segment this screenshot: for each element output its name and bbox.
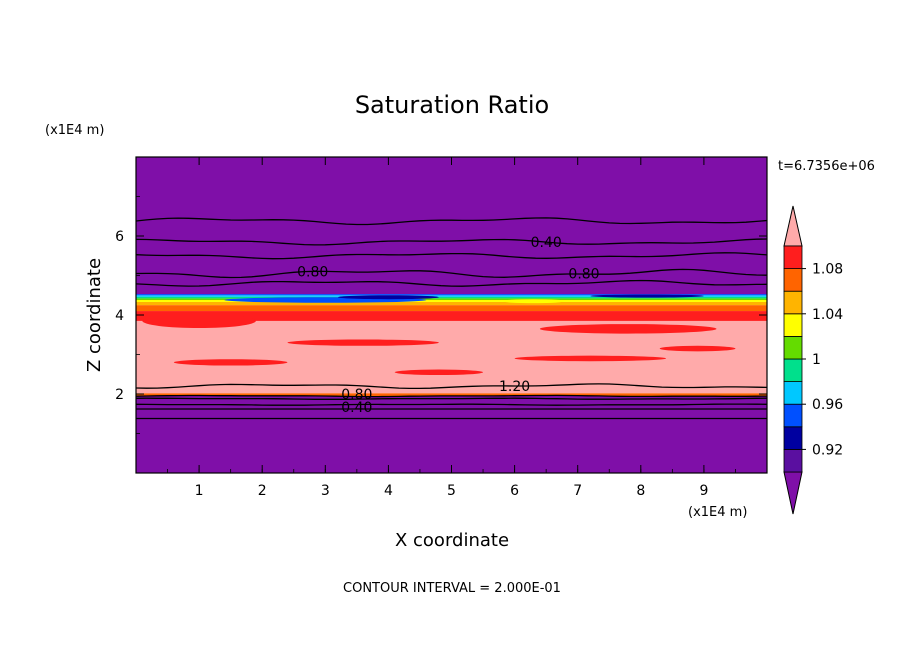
color-band-1: [136, 393, 767, 396]
x-axis-ticks: 1 2 3 4 5 6 7 8 9: [135, 157, 736, 499]
x-tick-label-8: 9: [699, 483, 708, 499]
x-tick-label-2: 3: [321, 483, 330, 499]
colorbar-swatch-5: [783, 335, 803, 360]
color-band-9: [136, 295, 767, 297]
color-patch-1: [337, 295, 439, 300]
colorbar-swatch-1: [783, 426, 803, 450]
colorbar-tick-label-0: 1.08: [812, 262, 843, 278]
color-band-10: [136, 294, 767, 296]
contour-line-4: [136, 279, 767, 287]
contour-line-2: [136, 252, 767, 260]
color-patch-8: [514, 355, 667, 362]
color-bands: [136, 157, 767, 473]
contour-line-1: [136, 238, 767, 246]
x-tick-label-1: 2: [258, 483, 267, 499]
color-patch-6: [287, 339, 439, 346]
chart-title: Saturation Ratio: [355, 91, 549, 119]
plot-area: [136, 157, 767, 473]
colorbar-tick-label-1: 1.04: [812, 307, 843, 323]
color-patch-9: [394, 369, 484, 376]
colorbar-swatch-7: [783, 290, 803, 315]
y-axis-label: Z coordinate: [84, 258, 105, 372]
contour-lines: [136, 217, 767, 420]
color-patch-7: [173, 359, 288, 366]
x-tick-label-5: 6: [510, 483, 519, 499]
contour-interval-label: CONTOUR INTERVAL = 2.000E-01: [343, 581, 561, 596]
contour-label-5: 0.40: [341, 400, 372, 416]
color-patch-2: [590, 294, 704, 298]
color-band-7: [136, 298, 767, 300]
color-patch-4: [142, 313, 256, 329]
colorbar-swatch-8: [783, 268, 803, 292]
color-band-3: [136, 311, 767, 321]
contour-line-5: [136, 383, 767, 390]
contour-line-6: [136, 394, 767, 398]
colorbar-swatch-3: [783, 381, 803, 405]
y-unit-label: (x1E4 m): [45, 123, 104, 138]
color-patches: [142, 294, 736, 376]
color-band-4: [136, 305, 767, 312]
contour-labels: 0.400.80 0.801.200.800.40: [297, 235, 600, 416]
color-patch-5: [539, 324, 717, 334]
contour-label-0: 0.40: [531, 235, 562, 251]
x-unit-label: (x1E4 m): [688, 505, 747, 520]
colorbar-swatch-4: [783, 358, 803, 383]
x-tick-label-7: 8: [636, 483, 645, 499]
contour-line-8: [136, 403, 767, 406]
y-axis-ticks: 2 4 6: [115, 196, 767, 434]
colorbar-swatch-0: [783, 448, 803, 473]
contour-label-3: 1.20: [499, 379, 530, 395]
x-axis-label: X coordinate: [395, 530, 509, 551]
time-label: t=6.7356e+06: [778, 159, 875, 174]
contour-line-3: [136, 268, 767, 279]
x-tick-label-3: 4: [384, 483, 393, 499]
contour-label-2: 0.80: [568, 267, 599, 283]
colorbar-swatch-2: [783, 403, 803, 428]
contour-line-7: [136, 397, 767, 400]
colorbar-tick-label-3: 0.96: [812, 397, 843, 413]
contour-label-4: 0.80: [341, 387, 372, 403]
y-tick-label-0: 2: [115, 387, 124, 403]
colorbar: 1.08 1.04 1 0.96 0.92: [783, 205, 843, 515]
colorbar-over-arrow: [783, 205, 803, 247]
color-band-11: [136, 157, 767, 295]
x-tick-label-6: 7: [573, 483, 582, 499]
color-patch-10: [659, 345, 736, 352]
contour-line-0: [136, 217, 767, 226]
contour-label-1: 0.80: [297, 265, 328, 281]
color-band-8: [136, 296, 767, 299]
colorbar-swatch-9: [783, 245, 803, 270]
colorbar-under-arrow: [783, 471, 803, 515]
color-patch-3: [501, 299, 566, 304]
y-tick-label-2: 6: [115, 229, 124, 245]
colorbar-swatch-6: [783, 313, 803, 337]
color-band-5: [136, 301, 767, 306]
color-band-0: [136, 395, 767, 473]
x-tick-label-0: 1: [195, 483, 204, 499]
color-band-6: [136, 299, 767, 302]
x-tick-label-4: 5: [447, 483, 456, 499]
colorbar-tick-label-4: 0.92: [812, 442, 843, 458]
y-tick-label-1: 4: [115, 308, 124, 324]
colorbar-tick-label-2: 1: [812, 352, 821, 368]
